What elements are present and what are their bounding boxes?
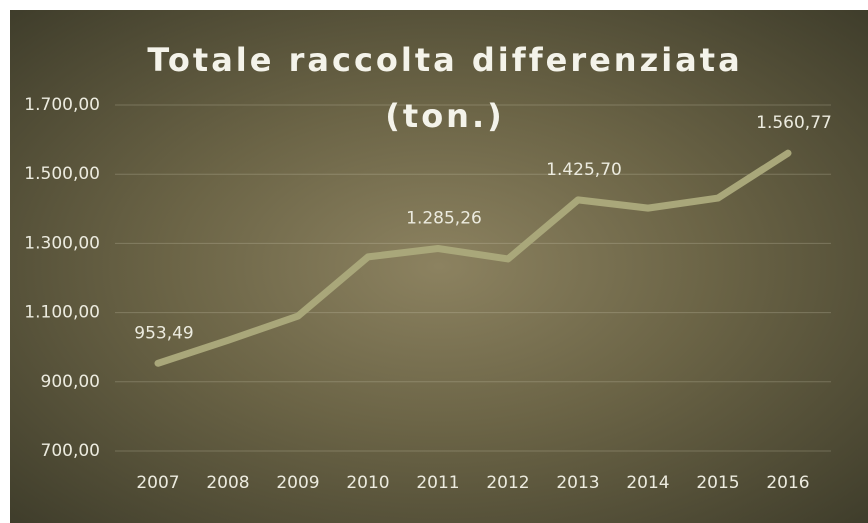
x-tick-label: 2008: [206, 473, 249, 493]
y-tick-label: 1.500,00: [24, 164, 100, 184]
x-tick-label: 2013: [556, 473, 599, 493]
data-label: 953,49: [134, 323, 193, 343]
y-tick-label: 1.100,00: [24, 303, 100, 323]
y-tick-label: 700,00: [41, 441, 100, 461]
y-tick-label: 1.700,00: [24, 95, 100, 115]
x-tick-label: 2010: [346, 473, 389, 493]
x-tick-label: 2009: [276, 473, 319, 493]
x-tick-label: 2015: [696, 473, 739, 493]
data-label: 1.285,26: [406, 209, 482, 229]
y-tick-label: 900,00: [41, 372, 100, 392]
y-tick-label: 1.300,00: [24, 233, 100, 253]
data-line: [154, 149, 792, 367]
chart-title: Totale raccolta differenziata (ton.): [147, 41, 743, 135]
data-label: 1.425,70: [546, 160, 622, 180]
x-tick-label: 2007: [136, 473, 179, 493]
x-tick-label: 2012: [486, 473, 529, 493]
x-tick-label: 2016: [766, 473, 809, 493]
x-tick-label: 2011: [416, 473, 459, 493]
data-label: 1.560,77: [756, 113, 832, 133]
x-tick-label: 2014: [626, 473, 669, 493]
chart-background: [10, 10, 868, 523]
